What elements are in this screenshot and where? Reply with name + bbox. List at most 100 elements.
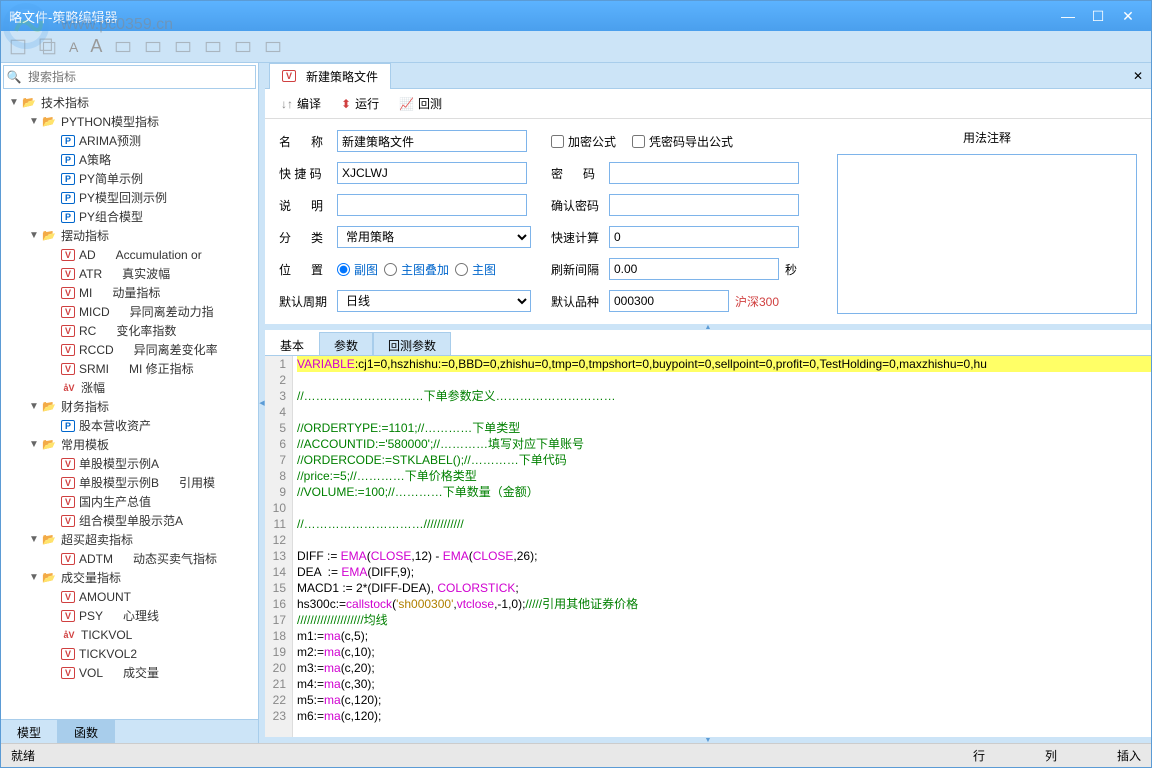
confirm-pwd-input[interactable] bbox=[609, 194, 799, 216]
export-pwd-checkbox[interactable]: 凭密码导出公式 bbox=[632, 133, 733, 150]
tree-item[interactable]: ▼📂技术指标 bbox=[5, 93, 254, 112]
tree-item[interactable]: ▼📂摆动指标 bbox=[5, 226, 254, 245]
compile-button[interactable]: ↓↑编译 bbox=[273, 91, 329, 116]
file-icon: V bbox=[282, 70, 296, 82]
code-content[interactable]: VARIABLE:cj1=0,hszhishu:=0,BBD=0,zhishu=… bbox=[293, 356, 1151, 737]
tool-icon-4[interactable] bbox=[204, 38, 222, 56]
tree-item[interactable]: VADTM动态买卖气指标 bbox=[5, 549, 254, 568]
code-editor[interactable]: 1234567891011121314151617181920212223 VA… bbox=[265, 356, 1151, 737]
watermark: www.pc0359.cn bbox=[61, 16, 173, 34]
period-label: 默认周期 bbox=[279, 293, 331, 310]
tree-item[interactable]: VMI动量指标 bbox=[5, 283, 254, 302]
tree-item[interactable]: PPY组合模型 bbox=[5, 207, 254, 226]
usage-label: 用法注释 bbox=[837, 129, 1137, 146]
tree-item[interactable]: V单股模型示例A bbox=[5, 454, 254, 473]
tree-item[interactable]: åVTICKVOL bbox=[5, 625, 254, 644]
tree-item[interactable]: ▼📂超买超卖指标 bbox=[5, 530, 254, 549]
tree-item[interactable]: VATR真实波幅 bbox=[5, 264, 254, 283]
tree-item[interactable]: V组合模型单股示范A bbox=[5, 511, 254, 530]
tree-item[interactable]: ▼📂PYTHON模型指标 bbox=[5, 112, 254, 131]
tool-icon-1[interactable] bbox=[114, 38, 132, 56]
right-panel: V 新建策略文件 ✕ ↓↑编译 ⬍运行 📈回测 名 称 快 捷 码 说 明 分 … bbox=[265, 63, 1151, 743]
fast-calc-label: 快速计算 bbox=[551, 229, 603, 246]
tree-item[interactable]: VAMOUNT bbox=[5, 587, 254, 606]
run-button[interactable]: ⬍运行 bbox=[333, 91, 387, 116]
tree-item[interactable]: VVOL成交量 bbox=[5, 663, 254, 682]
desc-input[interactable] bbox=[337, 194, 527, 216]
search-icon: 🔍 bbox=[4, 70, 24, 84]
desc-label: 说 明 bbox=[279, 197, 331, 214]
tool-icon-2[interactable] bbox=[144, 38, 162, 56]
font-large-icon[interactable]: A bbox=[90, 36, 102, 57]
radio-overlay[interactable]: 主图叠加 bbox=[384, 261, 449, 278]
file-tab-label: 新建策略文件 bbox=[306, 68, 378, 85]
toolbar: A A bbox=[1, 31, 1151, 63]
radio-sub[interactable]: 副图 bbox=[337, 261, 378, 278]
radio-main[interactable]: 主图 bbox=[455, 261, 496, 278]
fast-calc-input[interactable] bbox=[609, 226, 799, 248]
tree-item[interactable]: VPSY心理线 bbox=[5, 606, 254, 625]
bottom-splitter[interactable] bbox=[265, 737, 1151, 743]
tree-item[interactable]: VMICD异同离差动力指 bbox=[5, 302, 254, 321]
tree-item[interactable]: V单股模型示例B引用模 bbox=[5, 473, 254, 492]
password-label: 密 码 bbox=[551, 165, 603, 182]
tree-item[interactable]: PARIMA预测 bbox=[5, 131, 254, 150]
font-small-icon[interactable]: A bbox=[69, 39, 78, 55]
shortcut-label: 快 捷 码 bbox=[279, 165, 331, 182]
tool-icon-5[interactable] bbox=[234, 38, 252, 56]
close-tab-icon[interactable]: ✕ bbox=[1133, 69, 1143, 83]
tree-item[interactable]: V国内生产总值 bbox=[5, 492, 254, 511]
tool-icon-3[interactable] bbox=[174, 38, 192, 56]
tree-item[interactable]: P股本营收资产 bbox=[5, 416, 254, 435]
maximize-button[interactable]: ☐ bbox=[1083, 4, 1113, 28]
search-box[interactable]: 🔍 bbox=[3, 65, 256, 89]
backtest-button[interactable]: 📈回测 bbox=[391, 91, 450, 116]
close-button[interactable]: ✕ bbox=[1113, 4, 1143, 28]
indicator-tree[interactable]: ▼📂技术指标▼📂PYTHON模型指标PARIMA预测PA策略PPY简单示例PPY… bbox=[1, 91, 258, 719]
search-input[interactable] bbox=[24, 70, 255, 84]
tree-item[interactable]: ▼📂成交量指标 bbox=[5, 568, 254, 587]
confirm-pwd-label: 确认密码 bbox=[551, 197, 603, 214]
refresh-input[interactable] bbox=[609, 258, 779, 280]
tree-item[interactable]: ▼📂常用模板 bbox=[5, 435, 254, 454]
tree-item[interactable]: VSRMIMI 修正指标 bbox=[5, 359, 254, 378]
tree-item[interactable]: ▼📂财务指标 bbox=[5, 397, 254, 416]
status-col: 列 bbox=[1045, 747, 1057, 764]
tree-item[interactable]: VRC变化率指数 bbox=[5, 321, 254, 340]
tree-item[interactable]: PPY简单示例 bbox=[5, 169, 254, 188]
period-select[interactable]: 日线 bbox=[337, 290, 531, 312]
tab-backtest-params[interactable]: 回测参数 bbox=[373, 332, 451, 355]
status-insert: 插入 bbox=[1117, 747, 1141, 764]
save-all-icon[interactable] bbox=[39, 38, 57, 56]
save-icon[interactable] bbox=[9, 38, 27, 56]
tab-function[interactable]: 函数 bbox=[58, 720, 115, 743]
tree-item[interactable]: VTICKVOL2 bbox=[5, 644, 254, 663]
refresh-label: 刷新间隔 bbox=[551, 261, 603, 278]
symbol-name: 沪深300 bbox=[735, 293, 779, 310]
action-bar: ↓↑编译 ⬍运行 📈回测 bbox=[265, 89, 1151, 119]
encrypt-checkbox[interactable]: 加密公式 bbox=[551, 133, 616, 150]
tree-item[interactable]: PA策略 bbox=[5, 150, 254, 169]
tab-basic[interactable]: 基本 bbox=[265, 332, 319, 355]
tab-params[interactable]: 参数 bbox=[319, 332, 373, 355]
default-symbol-input[interactable] bbox=[609, 290, 729, 312]
file-tab[interactable]: V 新建策略文件 bbox=[269, 63, 391, 89]
code-tabs: 基本 参数 回测参数 bbox=[265, 330, 1151, 356]
minimize-button[interactable]: — bbox=[1053, 4, 1083, 28]
shortcut-input[interactable] bbox=[337, 162, 527, 184]
name-input[interactable] bbox=[337, 130, 527, 152]
left-panel: 🔍 ▼📂技术指标▼📂PYTHON模型指标PARIMA预测PA策略PPY简单示例P… bbox=[1, 63, 259, 743]
category-select[interactable]: 常用策略 bbox=[337, 226, 531, 248]
status-ready: 就绪 bbox=[11, 747, 35, 764]
tree-item[interactable]: VRCCD异同离差变化率 bbox=[5, 340, 254, 359]
password-input[interactable] bbox=[609, 162, 799, 184]
position-label: 位 置 bbox=[279, 261, 331, 278]
tool-icon-6[interactable] bbox=[264, 38, 282, 56]
tree-item[interactable]: PPY模型回测示例 bbox=[5, 188, 254, 207]
usage-note[interactable] bbox=[837, 154, 1137, 314]
default-symbol-label: 默认品种 bbox=[551, 293, 603, 310]
tab-model[interactable]: 模型 bbox=[1, 720, 58, 743]
tree-item[interactable]: åV涨幅 bbox=[5, 378, 254, 397]
tree-item[interactable]: VADAccumulation or bbox=[5, 245, 254, 264]
file-tab-bar: V 新建策略文件 ✕ bbox=[265, 63, 1151, 89]
